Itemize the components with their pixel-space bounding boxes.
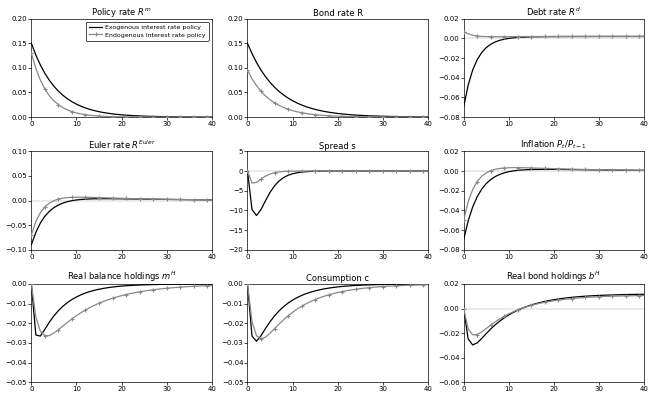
- Title: Spread s: Spread s: [319, 142, 356, 150]
- Title: Bond rate R: Bond rate R: [313, 9, 363, 18]
- Title: Policy rate $R^{m}$: Policy rate $R^{m}$: [92, 6, 152, 19]
- Title: Euler rate $R^{Euler}$: Euler rate $R^{Euler}$: [88, 138, 156, 150]
- Legend: Exogenous interest rate policy, Endogenous interest rate policy: Exogenous interest rate policy, Endogeno…: [86, 22, 209, 41]
- Title: Consumption c: Consumption c: [306, 274, 369, 283]
- Title: Real balance holdings $m^{H}$: Real balance holdings $m^{H}$: [67, 269, 177, 284]
- Title: Inflation $P_t/P_{t-1}$: Inflation $P_t/P_{t-1}$: [521, 139, 587, 151]
- Title: Real bond holdings $b^{H}$: Real bond holdings $b^{H}$: [506, 269, 602, 284]
- Title: Debt rate $R^{d}$: Debt rate $R^{d}$: [526, 6, 581, 18]
